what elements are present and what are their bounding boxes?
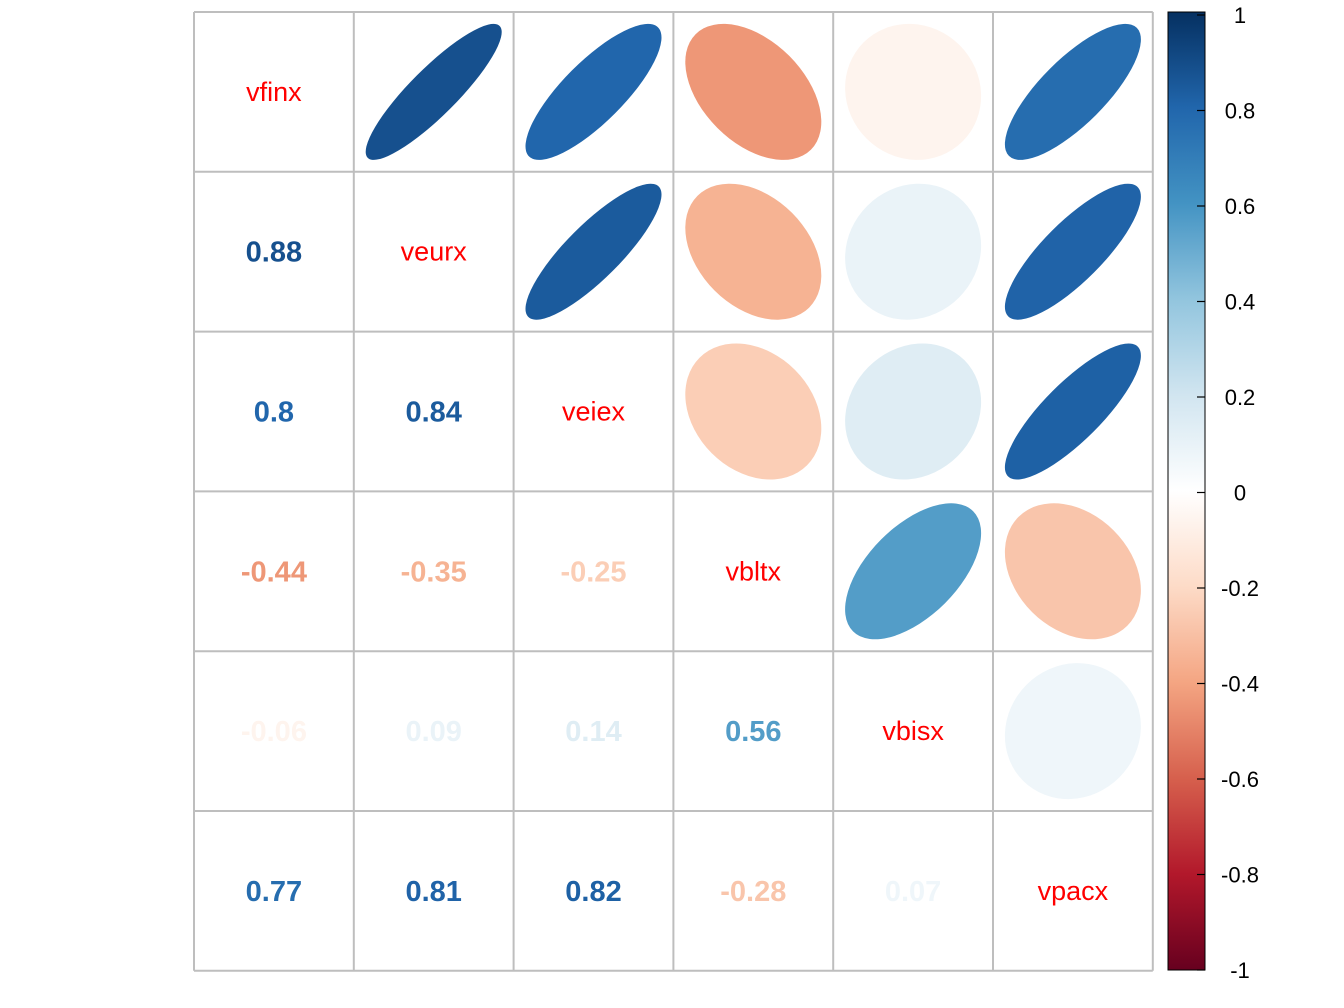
matrix-grid xyxy=(193,11,1154,972)
corr-ellipse-vbltx-vbisx xyxy=(845,503,982,640)
corr-ellipse-vfinx-veiex xyxy=(525,23,662,160)
corr-value-vpacx-vbltx: -0.28 xyxy=(720,876,786,908)
corr-ellipse-vfinx-vbltx xyxy=(685,23,822,160)
corr-ellipse-veurx-vpacx xyxy=(1004,183,1141,320)
corr-value-vbisx-veiex: 0.14 xyxy=(565,716,621,748)
diagonal-label-vfinx: vfinx xyxy=(246,77,302,107)
corr-value-vpacx-veiex: 0.82 xyxy=(565,876,621,908)
corr-value-veurx-vfinx: 0.88 xyxy=(246,237,302,269)
corr-value-veiex-veurx: 0.84 xyxy=(405,397,461,429)
diagonal-label-veiex: veiex xyxy=(562,397,626,427)
colorbar-tick-label: 0.2 xyxy=(1225,385,1256,410)
colorbar-tick-label: 0 xyxy=(1234,481,1246,506)
colorbar-tick-label: -0.6 xyxy=(1221,767,1259,792)
corr-ellipse-veurx-veiex xyxy=(525,183,662,320)
colorbar-tick-label: -0.4 xyxy=(1221,672,1259,697)
corr-ellipse-veiex-vbisx xyxy=(845,343,982,480)
matrix-cells: vfinx 0.88 veurx 0.8 0.84 veiex -0.44 -0.35 -0.2… xyxy=(241,23,1141,908)
corr-ellipse-vfinx-veurx xyxy=(365,23,502,160)
corr-value-vbisx-vfinx: -0.06 xyxy=(241,716,307,748)
diagonal-label-vbltx: vbltx xyxy=(726,556,782,586)
colorbar-tick-label: 0.6 xyxy=(1225,194,1256,219)
colorbar-tick-label: 1 xyxy=(1234,3,1246,28)
corr-ellipse-vbltx-vpacx xyxy=(1004,503,1141,640)
corr-value-vbisx-veurx: 0.09 xyxy=(405,716,461,748)
colorbar-tick-label: -0.2 xyxy=(1221,576,1259,601)
corr-value-vbltx-veurx: -0.35 xyxy=(401,556,467,588)
corr-value-vbisx-vbltx: 0.56 xyxy=(725,716,781,748)
diagonal-label-veurx: veurx xyxy=(401,237,468,267)
corr-ellipse-vbisx-vpacx xyxy=(1004,663,1141,800)
corr-ellipse-vfinx-vpacx xyxy=(1004,23,1141,160)
corr-value-vpacx-veurx: 0.81 xyxy=(405,876,461,908)
colorbar-gradient xyxy=(1167,11,1206,971)
corr-value-vpacx-vfinx: 0.77 xyxy=(246,876,302,908)
colorbar-tick-label: 0.4 xyxy=(1225,290,1256,315)
corr-ellipse-veurx-vbltx xyxy=(685,183,822,320)
colorbar-tick-label: -0.8 xyxy=(1221,863,1259,888)
corr-ellipse-veurx-vbisx xyxy=(845,183,982,320)
corr-value-vbltx-veiex: -0.25 xyxy=(560,556,626,588)
corr-ellipse-veiex-vpacx xyxy=(1004,343,1141,480)
diagonal-label-vpacx: vpacx xyxy=(1038,876,1109,906)
corr-ellipse-veiex-vbltx xyxy=(685,343,822,480)
diagonal-label-vbisx: vbisx xyxy=(882,716,944,746)
colorbar-tick-label: 0.8 xyxy=(1225,99,1256,124)
corr-value-vpacx-vbisx: 0.07 xyxy=(885,876,941,908)
colorbar: 1 0.8 0.6 0.4 0.2 0 -0.2 -0.4 -0.6 -0.8 -1 xyxy=(1167,3,1259,983)
corr-value-vbltx-vfinx: -0.44 xyxy=(241,556,307,588)
colorbar-ticks: 1 0.8 0.6 0.4 0.2 0 -0.2 -0.4 -0.6 -0.8 -1 xyxy=(1197,3,1259,983)
corr-ellipse-vfinx-vbisx xyxy=(845,23,982,160)
corr-value-veiex-vfinx: 0.8 xyxy=(254,397,294,429)
colorbar-tick-label: -1 xyxy=(1230,958,1250,983)
